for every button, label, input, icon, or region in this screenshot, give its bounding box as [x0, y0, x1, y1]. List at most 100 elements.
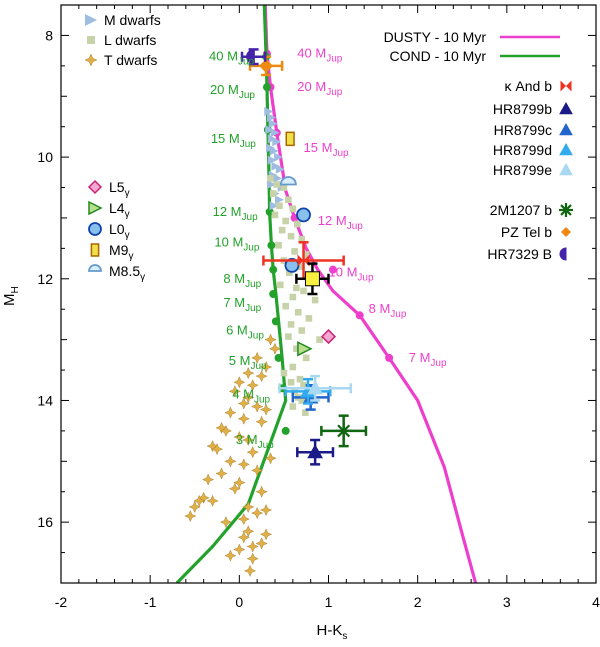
- field-square-point-1-17: [296, 263, 304, 270]
- y-tick-label-1: 10: [37, 149, 53, 165]
- young-dwarf-point-3: [285, 131, 295, 147]
- highlight-errbar: [295, 262, 330, 296]
- field-square-point-1-7: [271, 211, 279, 219]
- field-star4-point-2-18: [233, 430, 246, 443]
- legend-field-marker-1: [87, 36, 95, 44]
- field-square-point-1-18: [285, 269, 293, 277]
- field-square-point-1-20: [277, 281, 284, 289]
- field-square-point-1-3: [269, 190, 277, 197]
- field-square-point-1-11: [287, 232, 295, 240]
- x-axis-label: H-Ks: [317, 622, 348, 642]
- mass-label-1-5: 8 MJup: [223, 271, 261, 290]
- x-tick-label-0: -2: [55, 594, 68, 610]
- legend-young-marker-0: [87, 179, 103, 195]
- field-star4-point-2-40: [193, 494, 206, 507]
- mass-label-1-1: 20 MJup: [210, 82, 255, 101]
- mass-label-0-1: 20 MJup: [297, 79, 342, 98]
- track-mass-point-1-6: [269, 290, 278, 298]
- field-triangle-right-point-0-4: [270, 128, 280, 138]
- legend-companion-marker-5-stroke-3: [560, 204, 572, 216]
- highlight-square: [304, 271, 320, 287]
- legend-field-label-2: T dwarfs: [104, 52, 157, 68]
- field-star4-point-2-12: [260, 403, 273, 416]
- track-mass-point-0-5: [355, 311, 364, 320]
- field-star4-point-2-39: [188, 500, 201, 513]
- field-star4-point-2-33: [206, 494, 219, 507]
- mass-label-1-0: 40 MJup: [209, 49, 254, 68]
- field-star4-point-2-36: [251, 507, 264, 520]
- legend-companion-label-0: κ And b: [505, 78, 553, 94]
- legend-young-label-0: L5γ: [109, 179, 130, 199]
- field-star4-point-2-31: [255, 485, 268, 498]
- legend-companion-marker-4: [559, 162, 573, 176]
- mass-label-0-5: 8 MJup: [369, 301, 407, 320]
- track-mass-point-1-5: [269, 265, 278, 274]
- young-dwarf-point-1: [297, 341, 313, 357]
- legend-companion-marker-6: [561, 227, 571, 237]
- field-triangle-right-point-0-6: [272, 137, 282, 147]
- field-square-point-1-15: [302, 251, 310, 258]
- field-square-point-1-24: [282, 302, 289, 310]
- field-square-point-1-31: [293, 345, 300, 353]
- field-square-point-1-30: [316, 336, 323, 343]
- field-triangle-right-point-0-8: [269, 146, 279, 156]
- field-star4-point-2-21: [211, 443, 224, 456]
- field-populations: [184, 106, 323, 577]
- field-triangle-right-point-0-3: [265, 125, 275, 135]
- field-star4-point-2-25: [237, 458, 250, 471]
- legend-companion-label-7: HR7329 B: [487, 246, 552, 262]
- field-star4-point-2-22: [246, 446, 259, 459]
- legend-companion-label-6: PZ Tel b: [501, 224, 552, 240]
- mass-label-1-8: 5 MJup: [229, 353, 267, 372]
- field-square-point-1-14: [291, 248, 298, 255]
- legend-track-label-1: COND - 10 Myr: [390, 48, 487, 64]
- companion-point-5-stroke-3: [337, 424, 351, 438]
- field-square-point-1-33: [289, 363, 297, 371]
- track-line-0: [263, 5, 478, 583]
- field-square-point-1-5: [276, 202, 283, 210]
- field-triangle-right-point-0-10: [267, 155, 277, 165]
- mass-labels: 40 MJup 20 MJup 15 MJup 12 MJup 10 MJup 8 MJu…: [209, 46, 447, 451]
- field-square-point-1-10: [278, 226, 286, 234]
- y-tick-label-4: 16: [37, 514, 53, 530]
- field-triangle-right-point-0-12: [275, 164, 285, 174]
- field-square-point-1-9: [293, 220, 301, 228]
- field-star4-point-2-1: [268, 342, 282, 355]
- field-triangle-right-point-0-0: [264, 106, 274, 116]
- field-square-point-1-26: [305, 315, 313, 322]
- mass-label-1-4: 10 MJup: [214, 234, 259, 253]
- field-triangle-right-point-0-9: [274, 152, 284, 162]
- field-triangle-right-point-0-18: [274, 195, 284, 205]
- mass-label-1-2: 15 MJup: [211, 131, 256, 150]
- mass-label-1-10: 3 MJup: [236, 432, 274, 451]
- legend-companion-marker-0: [560, 80, 566, 92]
- field-square-point-1-27: [287, 321, 295, 328]
- field-square-point-1-43: [293, 284, 300, 292]
- field-star4-point-2-30: [228, 482, 241, 495]
- field-star4-point-2-4: [242, 367, 255, 380]
- field-star4-point-2-23: [264, 452, 277, 465]
- field-star4-point-2-43: [255, 537, 268, 550]
- field-square-point-1-21: [300, 287, 307, 295]
- field-star4-point-2-47: [246, 552, 259, 565]
- track-mass-point-0-6: [385, 353, 394, 362]
- field-star4-point-2-34: [242, 500, 255, 513]
- field-square-point-1-29: [285, 333, 292, 340]
- legend-field-marker-2: [84, 53, 98, 67]
- x-tick-label-1: -1: [144, 594, 157, 610]
- x-tick-label-6: 4: [592, 594, 600, 610]
- x-tick-label-5: 3: [503, 594, 511, 610]
- legend-companion-label-1: HR8799b: [493, 101, 552, 117]
- field-star4-point-2-2: [251, 351, 264, 364]
- field-star4-point-2-16: [215, 421, 228, 434]
- field-star4-point-2-35: [260, 503, 273, 516]
- field-square-point-1-35: [296, 375, 304, 383]
- companion-point-1: [307, 444, 323, 459]
- field-square-point-1-23: [311, 296, 319, 304]
- mass-label-0-2: 15 MJup: [304, 140, 349, 159]
- field-star4-point-2-45: [224, 549, 237, 562]
- mass-label-1-6: 7 MJup: [223, 295, 261, 314]
- field-square-point-1-25: [294, 308, 302, 316]
- field-star4-point-2-14: [237, 412, 250, 425]
- y-tick-label-2: 12: [37, 271, 53, 287]
